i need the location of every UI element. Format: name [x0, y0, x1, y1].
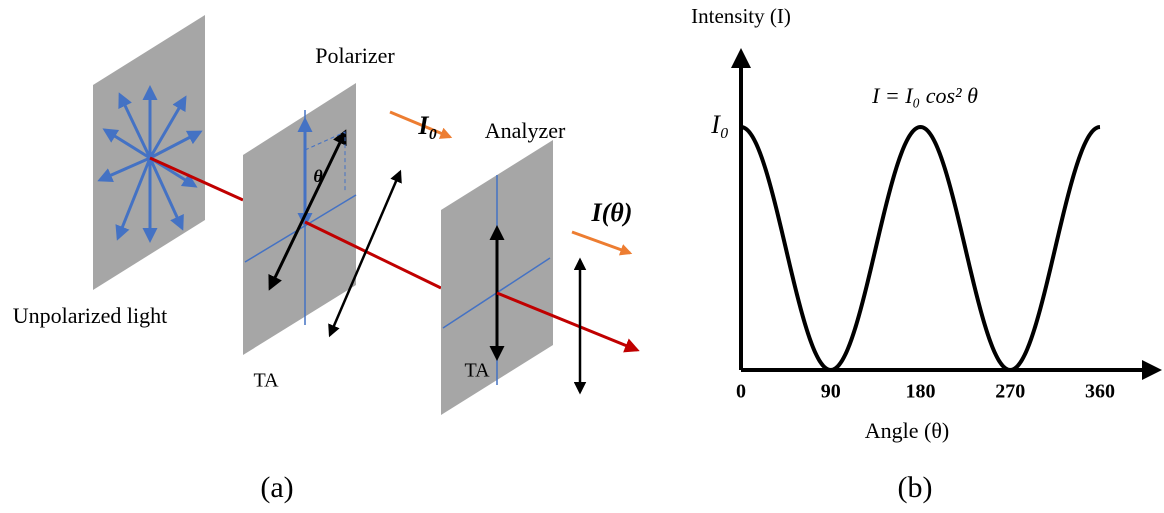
itheta-arrow [572, 232, 630, 253]
y-axis-label: Intensity (I) [691, 4, 791, 28]
label: Analyzer [485, 118, 566, 143]
x-tick-label: 90 [821, 381, 841, 403]
caption: (b) [898, 471, 933, 504]
figure: Polarizer Analyzer Unpolarized light TA … [0, 0, 1164, 513]
y-tick-label: I₀ [710, 110, 729, 139]
x-tick-label: 360 [1085, 381, 1115, 403]
panel-b: Intensity (I) I = I₀ cos² θ Angle (θ) (b… [691, 4, 1158, 504]
label: I(θ) [591, 198, 633, 227]
label: Unpolarized light [13, 303, 168, 328]
panel-a: Polarizer Analyzer Unpolarized light TA … [13, 15, 637, 504]
label: Polarizer [315, 43, 395, 68]
label: TA [464, 360, 490, 382]
x-tick-label: 180 [906, 381, 936, 403]
formula: I = I₀ cos² θ [871, 83, 978, 108]
x-tick-label: 0 [736, 381, 746, 403]
x-tick-label: 270 [995, 381, 1025, 403]
x-axis-label: Angle (θ) [865, 418, 949, 443]
label: I₀ [417, 111, 437, 140]
label: θ [313, 166, 323, 186]
label: TA [253, 370, 279, 392]
caption: (a) [260, 471, 293, 504]
intensity-curve [741, 127, 1100, 370]
